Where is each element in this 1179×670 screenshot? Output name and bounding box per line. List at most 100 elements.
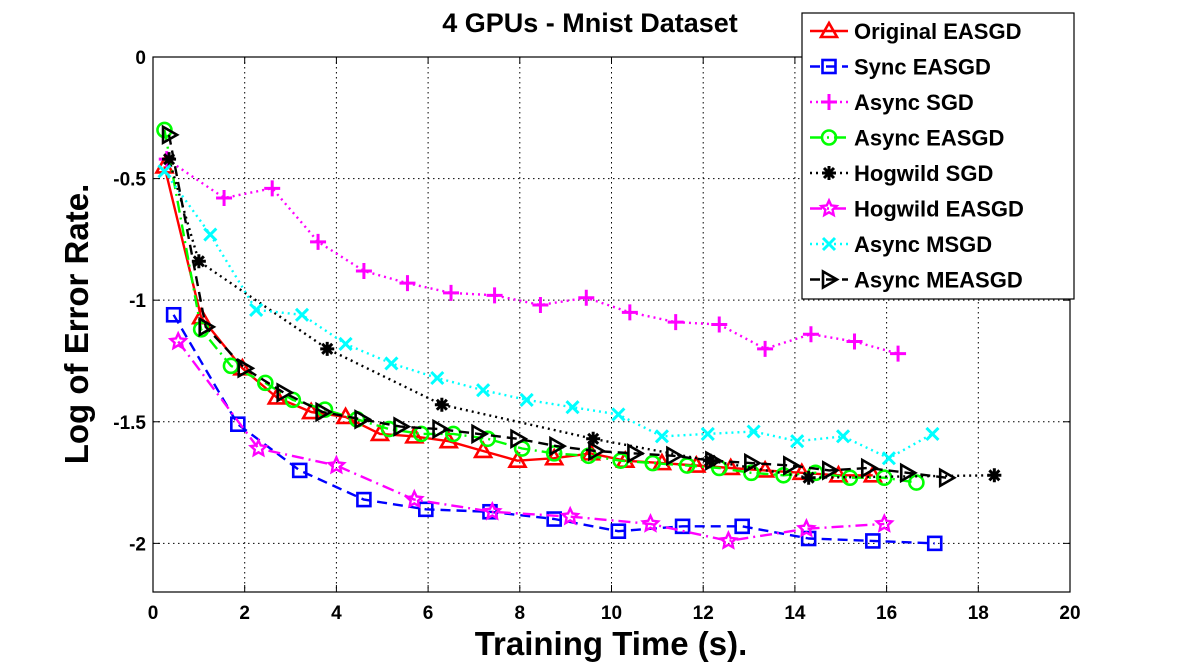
- legend-item: Async SGD: [810, 90, 974, 115]
- legend-label: Hogwild SGD: [854, 161, 993, 186]
- plus-marker: [846, 333, 863, 350]
- data-point: [320, 341, 335, 356]
- data-point: [472, 440, 494, 459]
- data-point: [403, 488, 425, 509]
- x-tick-label: 10: [601, 603, 622, 624]
- data-point: [380, 420, 398, 438]
- star-marker: [559, 505, 581, 526]
- x-marker: [519, 392, 534, 407]
- data-point: [796, 517, 817, 538]
- x-marker: [384, 356, 399, 371]
- legend-label: Async MEASGD: [854, 268, 1023, 293]
- plus-marker: [757, 340, 774, 357]
- data-point: [257, 374, 274, 392]
- series-async-msgd: [157, 164, 940, 466]
- x-axis-label: Training Time (s).: [475, 625, 748, 662]
- circle-marker: [445, 425, 462, 443]
- legend-swatch-marker: [821, 236, 837, 252]
- data-point: [300, 401, 322, 420]
- triangle-right-marker: [471, 423, 490, 445]
- asterisk-marker: [162, 152, 177, 167]
- x-tick-label: 14: [784, 603, 806, 624]
- data-point: [578, 289, 595, 306]
- triangle-right-marker: [198, 316, 217, 338]
- legend-item: Async MEASGD: [810, 268, 1023, 293]
- legend-label: Sync EASGD: [854, 55, 991, 80]
- triangle-right-marker: [666, 445, 685, 467]
- triangle-right-marker: [783, 455, 801, 476]
- series-line: [163, 170, 933, 460]
- legend-swatch-marker: [818, 20, 840, 39]
- data-point: [801, 470, 816, 485]
- data-point: [651, 452, 673, 471]
- data-point: [790, 434, 805, 449]
- triangle-marker: [472, 440, 494, 459]
- x-tick-label: 4: [331, 603, 342, 624]
- legend-label: Original EASGD: [854, 19, 1021, 44]
- data-point: [543, 447, 565, 466]
- triangle-right-marker: [627, 443, 646, 464]
- data-point: [355, 263, 372, 279]
- triangle-right-marker: [938, 467, 957, 488]
- series-hogwild-easgd: [167, 330, 895, 550]
- triangle-right-marker: [432, 418, 451, 440]
- star-marker: [796, 517, 817, 538]
- chart-title: 4 GPUs - Mnist Dataset: [442, 8, 738, 38]
- data-point: [510, 428, 529, 450]
- data-point: [821, 460, 840, 481]
- series-line: [167, 158, 995, 479]
- triangle-marker: [404, 425, 425, 444]
- data-point: [404, 425, 425, 444]
- legend: Original EASGD Sync EASGD Async SGD Async E…: [801, 12, 1075, 300]
- data-point: [384, 356, 399, 371]
- x-tick-label: 12: [693, 603, 714, 624]
- data-point: [899, 462, 918, 484]
- triangle-right-marker: [549, 435, 568, 457]
- x-tick-label: 18: [968, 603, 989, 624]
- x-tick-label: 16: [876, 603, 897, 624]
- data-point: [481, 500, 503, 521]
- triangle-right-marker: [821, 269, 840, 290]
- data-point: [315, 401, 334, 423]
- data-point: [744, 452, 762, 474]
- data-point: [783, 455, 801, 476]
- data-point: [611, 407, 626, 422]
- plus-marker: [890, 345, 907, 362]
- triangle-right-marker: [860, 457, 879, 479]
- triangle-right-marker: [705, 450, 723, 471]
- x-tick-label: 2: [239, 603, 250, 624]
- data-point: [507, 450, 528, 468]
- plus-marker: [399, 275, 416, 292]
- data-point: [356, 491, 372, 508]
- circle-marker: [479, 430, 497, 448]
- data-point: [479, 430, 497, 448]
- data-point: [162, 152, 177, 167]
- x-marker: [565, 400, 580, 415]
- plus-marker: [667, 314, 684, 331]
- y-tick-label: -0.5: [113, 170, 146, 191]
- data-point: [588, 440, 607, 462]
- asterisk-marker: [586, 431, 601, 446]
- circle-marker: [156, 121, 173, 139]
- legend-swatch-marker: [818, 197, 840, 218]
- plus-marker: [264, 180, 281, 197]
- data-point: [338, 336, 353, 352]
- legend-box: [801, 12, 1075, 300]
- data-point: [476, 383, 491, 398]
- triangle-right-marker: [237, 358, 256, 379]
- data-point: [705, 450, 723, 471]
- series-hogwild-sgd: [162, 152, 1002, 485]
- series-line: [167, 134, 947, 479]
- y-tick-label: -1: [129, 291, 146, 312]
- triangle-marker: [818, 20, 840, 39]
- square-marker: [734, 518, 750, 535]
- data-point: [310, 233, 327, 250]
- data-point: [294, 307, 310, 322]
- data-point: [430, 370, 445, 386]
- x-marker: [157, 164, 172, 179]
- data-point: [443, 284, 460, 301]
- data-point: [161, 124, 180, 146]
- legend-label: Hogwild EASGD: [854, 197, 1024, 222]
- data-point: [559, 505, 581, 526]
- y-tick-label: -1.5: [113, 413, 146, 434]
